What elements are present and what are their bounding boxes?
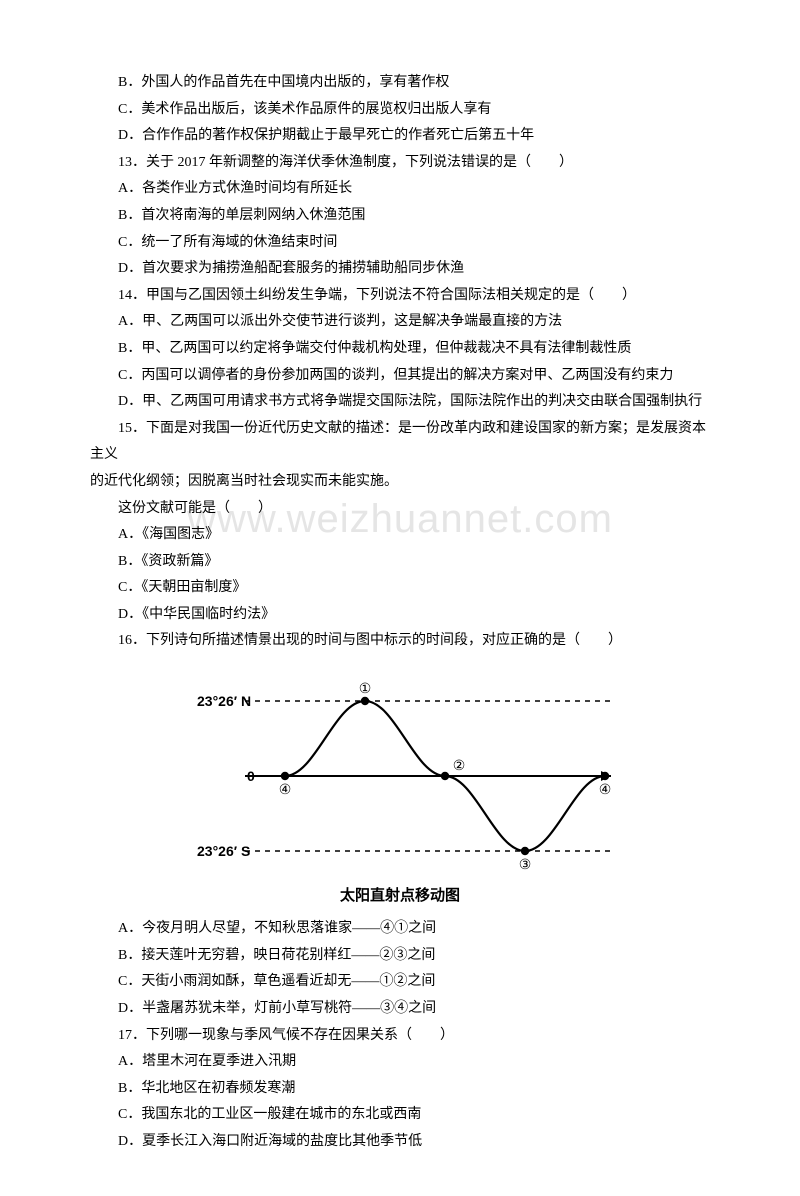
question-15-prompt: 这份文献可能是（ ） [90,496,710,523]
svg-text:②: ② [453,759,466,774]
question-17: 17．下列哪一现象与季风气候不存在因果关系（ ） [90,1023,710,1050]
option-15b: B．《资政新篇》 [90,549,710,576]
svg-text:①: ① [359,682,372,697]
option-13b: B．首次将南海的单层刺网纳入休渔范围 [90,203,710,230]
question-13: 13．关于 2017 年新调整的海洋伏季休渔制度，下列说法错误的是（ ） [90,150,710,177]
option-17a: A．塔里木河在夏季进入汛期 [90,1049,710,1076]
svg-text:④: ④ [279,783,292,798]
document-body: B．外国人的作品首先在中国境内出版的，享有著作权 C．美术作品出版后，该美术作品… [0,0,800,1196]
option-13c: C．统一了所有海域的休渔结束时间 [90,230,710,257]
chart-sine-svg: 23°26′ N 23°26′ S 0 ① ② ③ ④ ④ [185,661,615,871]
chart-sine-wrap: 23°26′ N 23°26′ S 0 ① ② ③ ④ ④ [90,661,710,882]
option-17d: D．夏季长江入海口附近海域的盐度比其他季节低 [90,1129,710,1156]
svg-text:③: ③ [519,858,532,871]
option-12c: C．美术作品出版后，该美术作品原件的展览权归出版人享有 [90,97,710,124]
option-16c: C．天街小雨润如酥，草色遥看近却无——①②之间 [90,969,710,996]
option-14b: B．甲、乙两国可以约定将争端交付仲裁机构处理，但仲裁裁决不具有法律制裁性质 [90,336,710,363]
option-12b: B．外国人的作品首先在中国境内出版的，享有著作权 [90,70,710,97]
svg-text:23°26′ N: 23°26′ N [197,693,251,709]
chart-title: 太阳直射点移动图 [90,882,710,911]
option-12d: D．合作作品的著作权保护期截止于最早死亡的作者死亡后第五十年 [90,123,710,150]
question-16: 16．下列诗句所描述情景出现的时间与图中标示的时间段，对应正确的是（ ） [90,628,710,655]
question-14: 14．甲国与乙国因领土纠纷发生争端，下列说法不符合国际法相关规定的是（ ） [90,283,710,310]
svg-text:④: ④ [599,783,612,798]
option-14c: C．丙国可以调停者的身份参加两国的谈判，但其提出的解决方案对甲、乙两国没有约束力 [90,363,710,390]
question-15-line1: 15．下面是对我国一份近代历史文献的描述：是一份改革内政和建设国家的新方案；是发… [90,416,710,469]
option-15c: C．《天朝田亩制度》 [90,575,710,602]
option-16d: D．半盏屠苏犹未举，灯前小草写桃符——③④之间 [90,996,710,1023]
option-13a: A．各类作业方式休渔时间均有所延长 [90,176,710,203]
question-15-line2: 的近代化纲领；因脱离当时社会现实而未能实施。 [90,469,710,496]
option-14d: D．甲、乙两国可用请求书方式将争端提交国际法院，国际法院作出的判决交由联合国强制… [90,389,710,416]
svg-text:23°26′ S: 23°26′ S [197,843,250,859]
option-15d: D．《中华民国临时约法》 [90,602,710,629]
option-16b: B．接天莲叶无穷碧，映日荷花别样红——②③之间 [90,943,710,970]
option-15a: A．《海国图志》 [90,522,710,549]
svg-text:0: 0 [247,768,255,784]
option-17b: B．华北地区在初春频发寒潮 [90,1076,710,1103]
option-13d: D．首次要求为捕捞渔船配套服务的捕捞辅助船同步休渔 [90,256,710,283]
option-17c: C．我国东北的工业区一般建在城市的东北或西南 [90,1102,710,1129]
option-16a: A．今夜月明人尽望，不知秋思落谁家——④①之间 [90,916,710,943]
option-14a: A．甲、乙两国可以派出外交使节进行谈判，这是解决争端最直接的方法 [90,309,710,336]
